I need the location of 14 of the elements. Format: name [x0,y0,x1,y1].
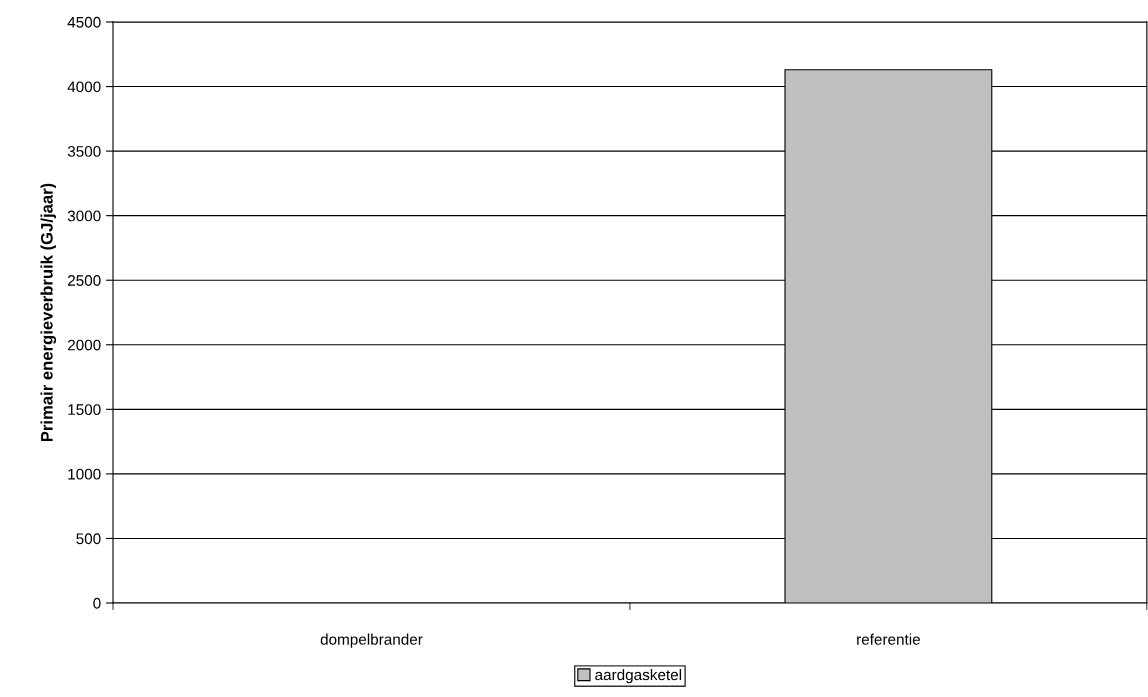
y-tick-label: 2000 [67,339,101,351]
y-tick-label: 0 [93,597,101,609]
y-tick-label: 1000 [68,468,101,480]
y-tick-label: 500 [76,533,101,545]
y-tick-label: 2500 [67,275,101,286]
y-tick-label: 4500 [67,16,101,28]
x-tick-label: referentie [857,633,920,645]
y-axis-title: Primair energieverbruik (GJ/jaar) [40,183,57,442]
y-tick-label: 3000 [67,210,101,222]
y-tick-label: 4000 [67,81,101,93]
y-tick-label: 3500 [67,145,101,157]
legend-label: aardgasketel [595,668,682,684]
x-tick-label: dompelbrander [320,633,423,648]
y-tick-label: 1500 [68,404,101,416]
